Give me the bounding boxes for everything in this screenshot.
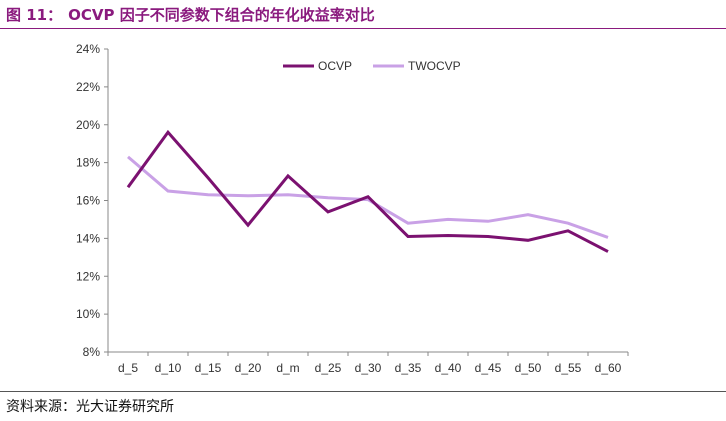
x-tick-label: d_60 bbox=[595, 361, 622, 375]
x-tick-label: d_m bbox=[276, 361, 299, 375]
y-tick-label: 14% bbox=[76, 231, 100, 245]
x-tick-label: d_5 bbox=[118, 361, 138, 375]
x-tick-label: d_35 bbox=[395, 361, 422, 375]
y-tick-label: 16% bbox=[76, 194, 100, 208]
legend-label-twocvp: TWOCVP bbox=[408, 59, 461, 73]
series-line-twocvp bbox=[127, 155, 609, 239]
x-tick-label: d_55 bbox=[555, 361, 582, 375]
chart-legend: OCVP TWOCVP bbox=[283, 59, 461, 73]
chart-axes: 8% 10% 12% 14% 16% 18% 20% 22% 24% d_5 d_10 d_15 d_2… bbox=[76, 42, 629, 375]
title-rule bbox=[0, 28, 726, 29]
x-tick-label: d_45 bbox=[475, 361, 502, 375]
y-tick-label: 18% bbox=[76, 156, 100, 170]
x-tick-label: d_25 bbox=[315, 361, 342, 375]
figure-title-text: OCVP 因子不同参数下组合的年化收益率对比 bbox=[68, 6, 375, 24]
y-tick-label: 24% bbox=[76, 42, 100, 56]
x-tick-label: d_40 bbox=[435, 361, 462, 375]
x-tick-label: d_50 bbox=[515, 361, 542, 375]
y-tick-label: 10% bbox=[76, 307, 100, 321]
y-tick-label: 22% bbox=[76, 80, 100, 94]
x-tick-label: d_20 bbox=[235, 361, 262, 375]
legend-label-ocvp: OCVP bbox=[318, 59, 352, 73]
y-tick-label: 12% bbox=[76, 269, 100, 283]
source-rule bbox=[0, 391, 726, 392]
x-tick-label: d_30 bbox=[355, 361, 382, 375]
series-line-ocvp bbox=[126, 129, 609, 253]
y-tick-label: 20% bbox=[76, 118, 100, 132]
x-tick-label: d_10 bbox=[155, 361, 182, 375]
chart-series bbox=[126, 129, 609, 253]
figure-label: 图 11： bbox=[6, 6, 63, 24]
y-tick-label: 8% bbox=[83, 345, 101, 359]
source-note: 资料来源：光大证券研究所 bbox=[6, 399, 174, 415]
x-tick-label: d_15 bbox=[195, 361, 222, 375]
figure-title: 图 11： OCVP 因子不同参数下组合的年化收益率对比 bbox=[6, 4, 375, 25]
